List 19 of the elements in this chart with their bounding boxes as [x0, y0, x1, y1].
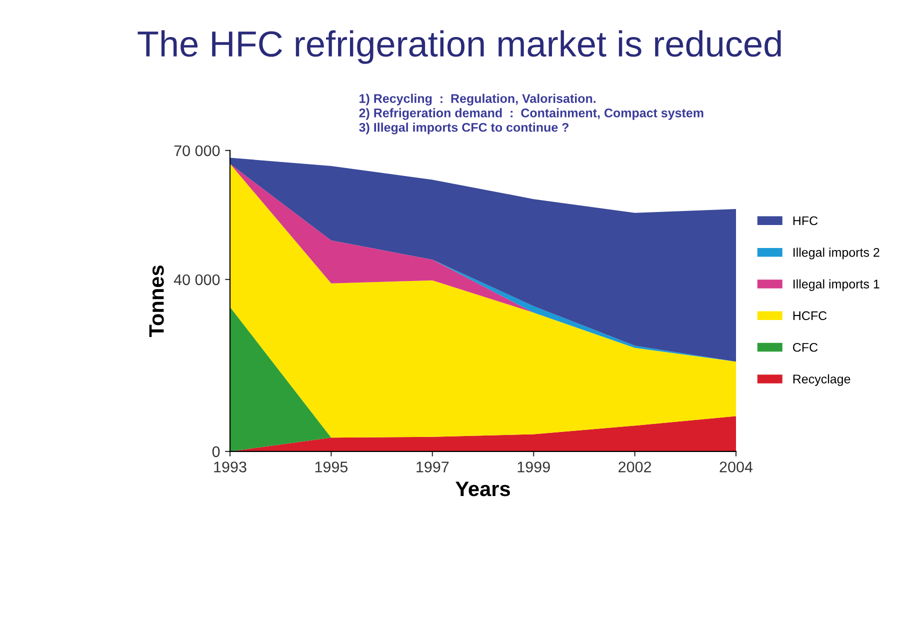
legend-label: CFC: [793, 342, 818, 352]
legend-label: Illegal imports 1: [794, 279, 880, 291]
y-tick-label: 70 000: [174, 145, 220, 156]
x-tick-label: 1999: [518, 462, 550, 472]
chart-subtitle: 1) Recycling : Regulation, Valorisation. 2) Refrigeration demand : Containment, Compact system 3) Illegal imports CFC to continue ?: [359, 94, 704, 134]
x-tick-label: 2002: [618, 462, 652, 472]
legend-label: HCFC: [793, 311, 827, 320]
legend-label: Recyclage: [793, 374, 850, 386]
chart-title: The HFC refrigeration market is reduced: [138, 30, 781, 64]
legend-label: Illegal imports 2: [794, 248, 880, 260]
x-axis-title: Years: [456, 482, 510, 496]
x-tick-label: 1993: [214, 462, 246, 472]
y-tick-label: 40 000: [174, 274, 220, 286]
x-tick-label: 1995: [315, 462, 348, 472]
x-tick-label: 2004: [720, 462, 753, 472]
y-tick-label: 0: [212, 446, 220, 458]
legend-label: HFC: [793, 216, 818, 226]
x-tick-label: 1997: [416, 462, 449, 472]
y-axis-title: Tonnes: [149, 266, 164, 337]
